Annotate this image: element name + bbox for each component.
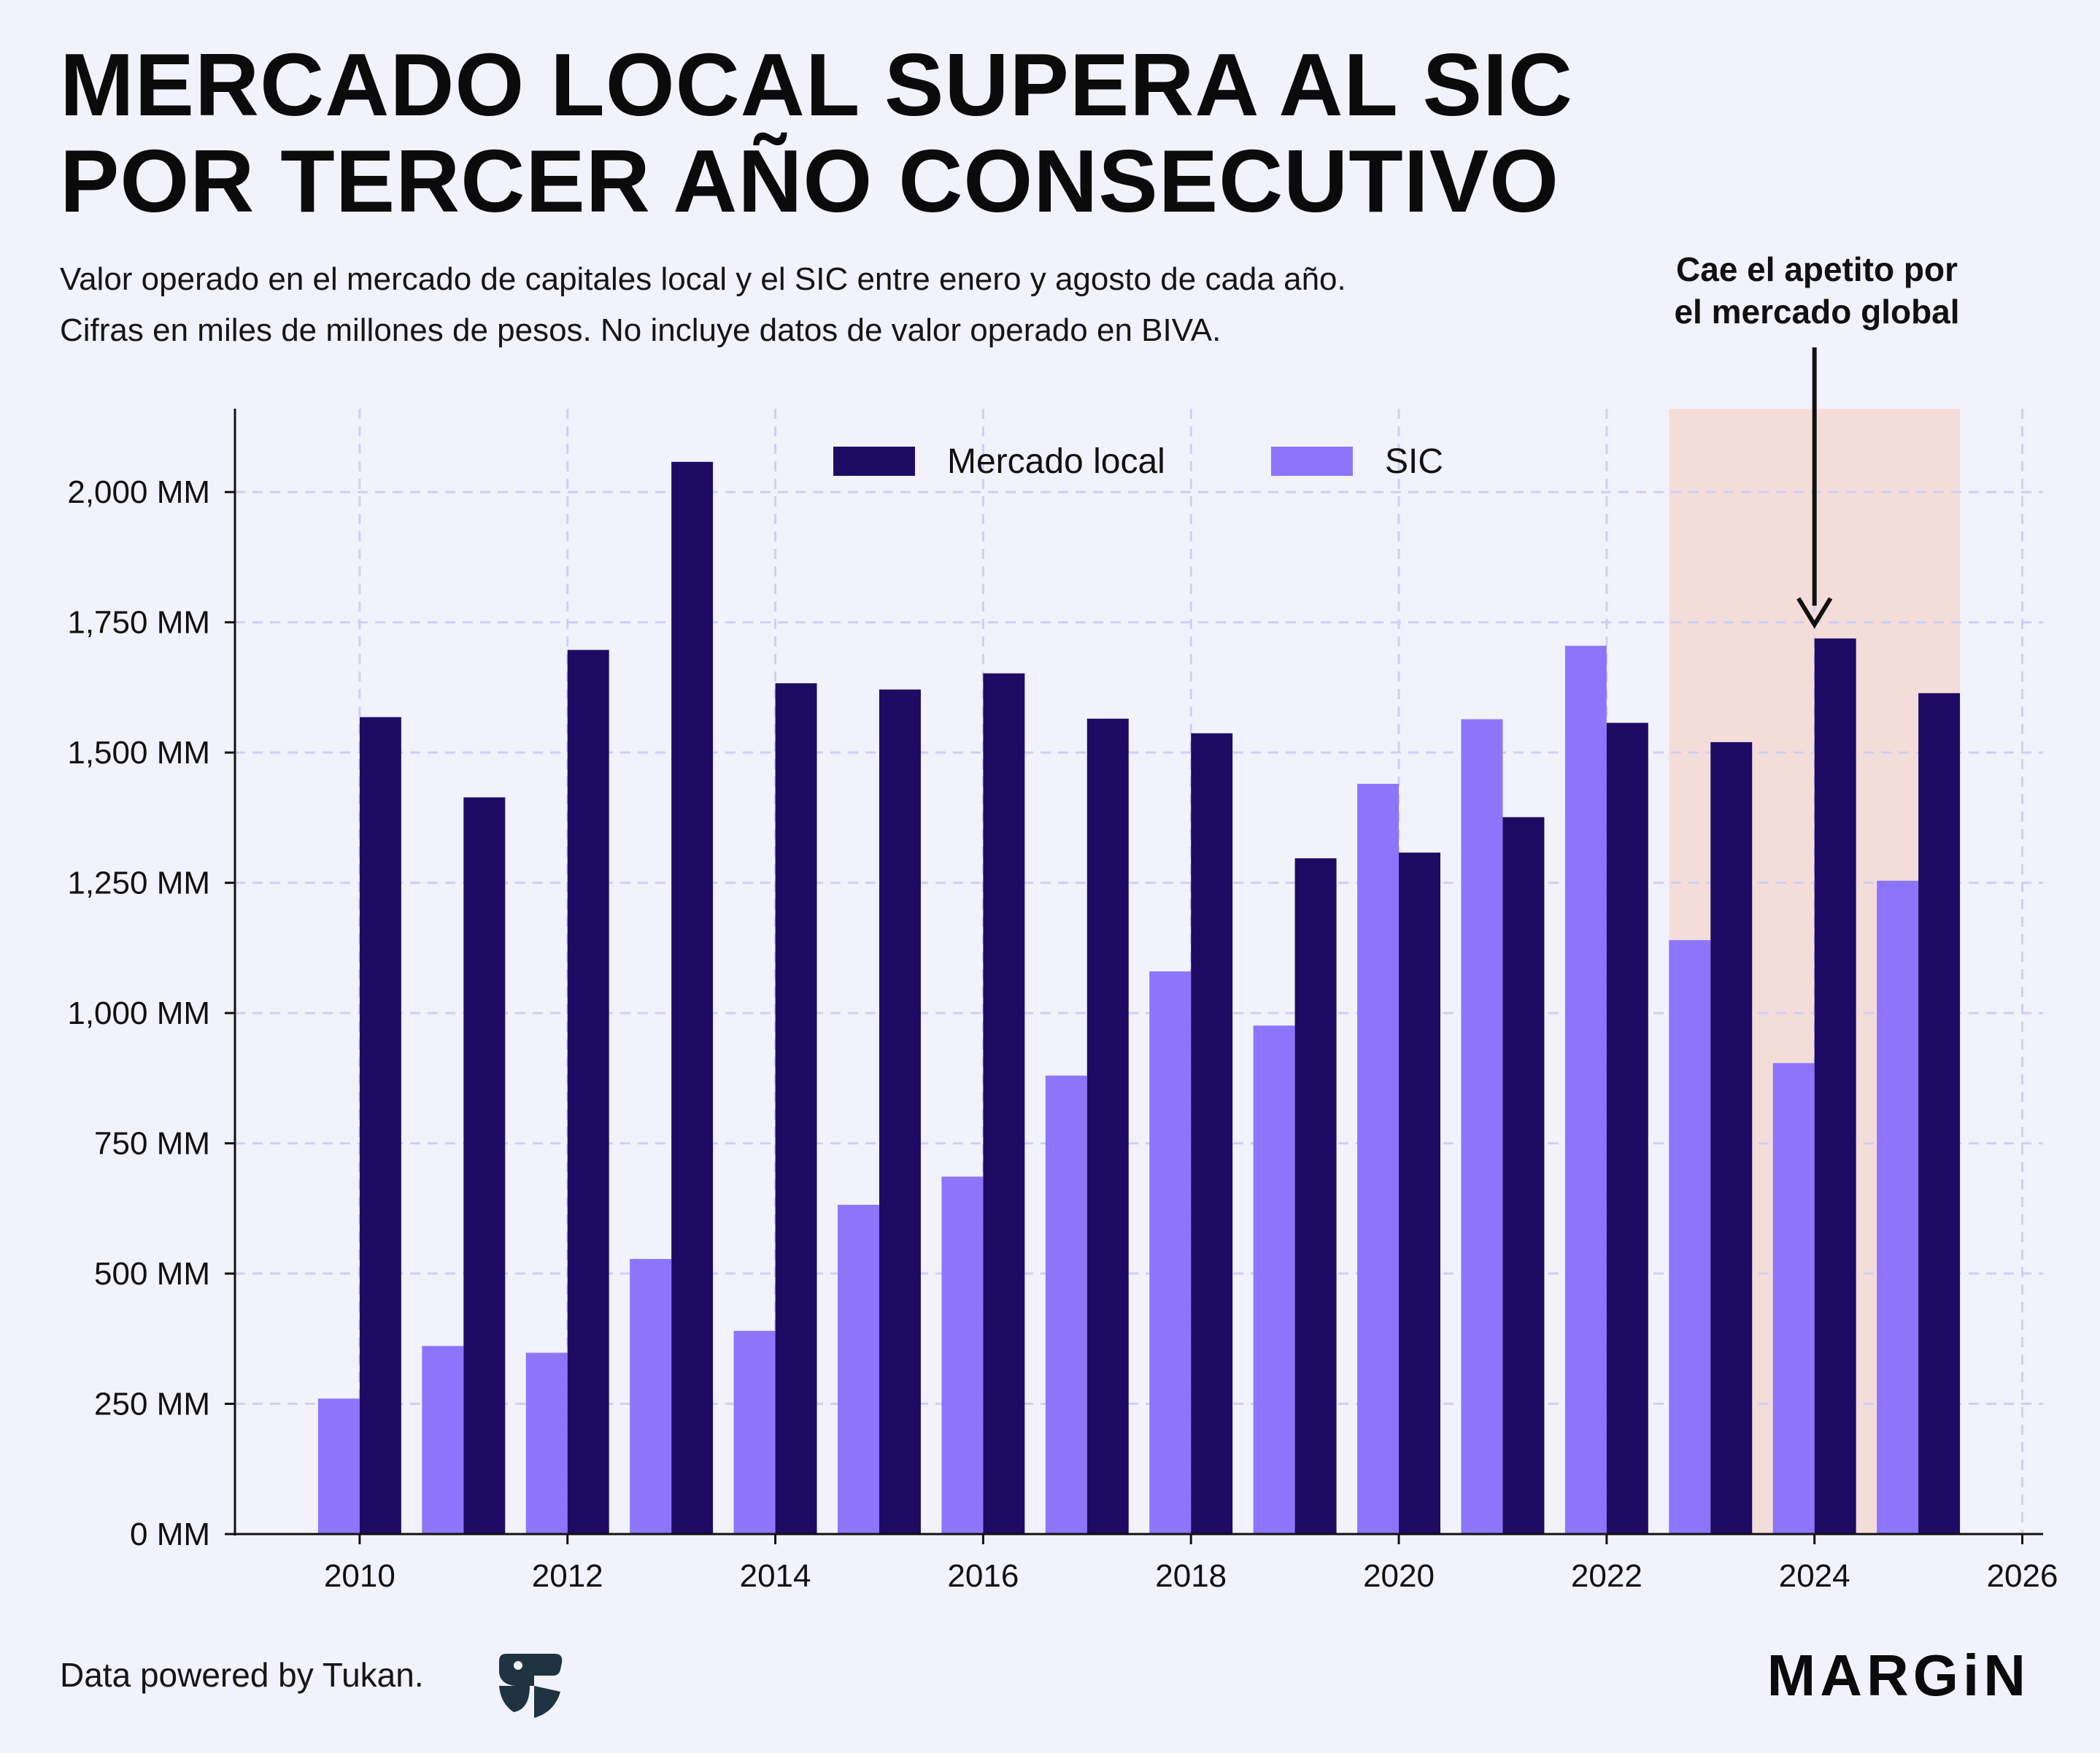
bar-mercado-local-2013 <box>671 461 714 1534</box>
bar-sic-2019 <box>1253 1025 1295 1534</box>
bar-sic-2012 <box>525 1352 568 1534</box>
bar-mercado-local-2020 <box>1399 852 1440 1534</box>
chart-title: MERCADO LOCAL SUPERA AL SIC POR TERCER A… <box>60 36 1738 229</box>
legend-sic-swatch <box>1271 447 1353 476</box>
legend-mercado-local-swatch <box>833 447 915 476</box>
y-tick-label: 750 MM <box>94 1126 210 1162</box>
x-tick-label: 2026 <box>1987 1558 2058 1594</box>
x-tick-label: 2024 <box>1779 1558 1850 1594</box>
bar-mercado-local-2014 <box>775 683 817 1534</box>
annotation-line-1: Cae el apetito por <box>1676 250 1958 288</box>
bar-mercado-local-2021 <box>1502 817 1545 1534</box>
y-tick-label: 0 MM <box>130 1517 210 1552</box>
annotation-line-2: el mercado global <box>1674 293 1960 331</box>
y-tick-label: 1,250 MM <box>67 866 210 901</box>
bar-sic-2016 <box>941 1176 984 1534</box>
bar-sic-2025 <box>1877 880 1919 1534</box>
bar-mercado-local-2017 <box>1086 718 1129 1534</box>
bar-sic-2023 <box>1669 940 1711 1534</box>
x-tick-label: 2010 <box>324 1558 395 1594</box>
subtitle-line-1: Valor operado en el mercado de capitales… <box>60 261 1346 297</box>
y-tick-label: 2,000 MM <box>67 474 210 510</box>
bar-mercado-local-2011 <box>463 797 506 1534</box>
down-arrow-icon-head <box>1796 597 1833 629</box>
bar-mercado-local-2025 <box>1918 693 1961 1534</box>
x-tick-label: 2012 <box>532 1558 603 1594</box>
bar-sic-2021 <box>1461 719 1503 1534</box>
bar-sic-2010 <box>317 1398 360 1534</box>
title-line-2: POR TERCER AÑO CONSECUTIVO <box>60 131 1559 231</box>
bar-mercado-local-2023 <box>1710 741 1753 1534</box>
y-tick-label: 1,500 MM <box>67 735 210 771</box>
x-tick-label: 2020 <box>1363 1558 1435 1594</box>
y-tick-label: 1,000 MM <box>67 995 210 1031</box>
tukan-logo-icon <box>499 1654 563 1718</box>
bar-sic-2017 <box>1045 1075 1087 1534</box>
bar-sic-2015 <box>838 1204 879 1534</box>
bar-sic-2022 <box>1564 645 1607 1534</box>
title-line-1: MERCADO LOCAL SUPERA AL SIC <box>60 35 1574 134</box>
x-tick-label: 2022 <box>1571 1558 1642 1594</box>
margin-brand-logo: MARGiN <box>1767 1643 2030 1708</box>
bar-sic-2013 <box>630 1259 672 1534</box>
chart-subtitle: Valor operado en el mercado de capitales… <box>60 254 1346 356</box>
bar-mercado-local-2019 <box>1294 858 1337 1534</box>
x-tick-label: 2018 <box>1155 1558 1227 1594</box>
legend-mercado-local-label: Mercado local <box>947 442 1165 481</box>
bar-mercado-local-2012 <box>567 650 609 1535</box>
y-tick-label: 500 MM <box>94 1256 210 1292</box>
legend-sic-label: SIC <box>1385 442 1443 481</box>
annotation-label: Cae el apetito por el mercado global <box>1591 248 2043 333</box>
bar-sic-2024 <box>1772 1063 1815 1534</box>
bar-mercado-local-2024 <box>1814 638 1856 1535</box>
y-tick-label: 250 MM <box>94 1387 210 1422</box>
y-tick-label: 1,750 MM <box>67 605 210 641</box>
subtitle-line-2: Cifras en miles de millones de pesos. No… <box>60 312 1221 348</box>
bar-sic-2018 <box>1149 971 1192 1534</box>
bar-mercado-local-2018 <box>1191 733 1233 1534</box>
x-tick-label: 2014 <box>740 1558 811 1594</box>
data-credit: Data powered by Tukan. <box>60 1656 424 1694</box>
bar-sic-2011 <box>422 1346 464 1534</box>
x-tick-label: 2016 <box>947 1558 1019 1594</box>
bar-mercado-local-2016 <box>983 673 1025 1535</box>
bar-mercado-local-2015 <box>879 689 921 1534</box>
bar-mercado-local-2010 <box>359 717 401 1534</box>
bar-sic-2020 <box>1357 784 1400 1534</box>
bar-mercado-local-2022 <box>1606 723 1648 1534</box>
bar-sic-2014 <box>733 1330 776 1534</box>
